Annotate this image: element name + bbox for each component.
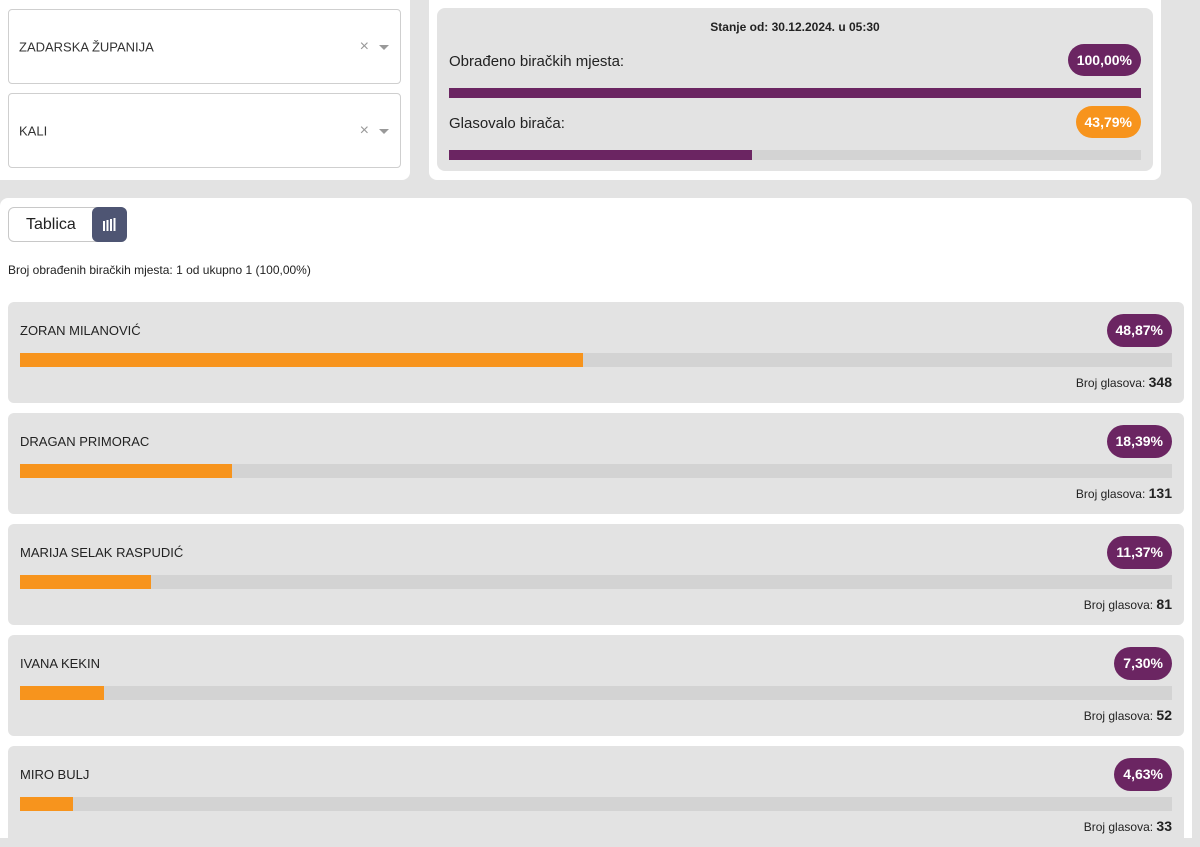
votes-count: 52 bbox=[1156, 707, 1172, 723]
candidate-percent-badge: 7,30% bbox=[1114, 647, 1172, 680]
votes-count: 81 bbox=[1156, 596, 1172, 612]
candidate-card: MIRO BULJ 4,63% Broj glasova: 33 bbox=[8, 746, 1184, 847]
view-toggle: Tablica bbox=[8, 207, 127, 242]
turnout-progress-fill bbox=[449, 150, 753, 160]
votes-count: 348 bbox=[1148, 374, 1172, 390]
municipality-select[interactable]: KALI × bbox=[8, 93, 401, 168]
candidate-percent-badge: 11,37% bbox=[1107, 536, 1172, 569]
table-view-button[interactable]: Tablica bbox=[26, 215, 76, 233]
candidate-votes: Broj glasova: 52 bbox=[1084, 707, 1172, 723]
candidate-progress-fill bbox=[20, 464, 232, 478]
chart-view-button[interactable] bbox=[92, 207, 127, 242]
votes-label: Broj glasova: bbox=[1083, 709, 1154, 723]
candidate-card: DRAGAN PRIMORAC 18,39% Broj glasova: 131 bbox=[8, 413, 1184, 514]
candidate-percent-badge: 48,87% bbox=[1106, 314, 1172, 347]
candidate-card: MARIJA SELAK RASPUDIĆ 11,37% Broj glasov… bbox=[8, 524, 1184, 625]
processed-progress-fill bbox=[449, 88, 1141, 98]
county-select[interactable]: ZADARSKA ŽUPANIJA × bbox=[8, 9, 401, 84]
county-select-value: ZADARSKA ŽUPANIJA bbox=[19, 39, 154, 54]
candidate-progress-fill bbox=[20, 575, 151, 589]
votes-label: Broj glasova: bbox=[1075, 487, 1146, 501]
votes-label: Broj glasova: bbox=[1083, 598, 1154, 612]
candidate-progress-fill bbox=[20, 797, 74, 811]
votes-label: Broj glasova: bbox=[1075, 376, 1146, 390]
processed-info: Broj obrađenih biračkih mjesta: 1 od uku… bbox=[8, 263, 311, 277]
candidate-progress-bar bbox=[20, 797, 1172, 811]
votes-count: 33 bbox=[1156, 818, 1172, 834]
turnout-label: Glasovalo birača: bbox=[449, 115, 565, 132]
county-chevron-down-icon[interactable] bbox=[379, 44, 389, 50]
candidate-progress-bar bbox=[20, 353, 1172, 367]
votes-label: Broj glasova: bbox=[1083, 820, 1154, 834]
candidate-votes: Broj glasova: 81 bbox=[1084, 596, 1172, 612]
candidate-name: ZORAN MILANOVIĆ bbox=[20, 323, 141, 338]
candidate-percent-badge: 18,39% bbox=[1106, 425, 1172, 458]
candidate-name: DRAGAN PRIMORAC bbox=[20, 434, 150, 449]
candidate-progress-bar bbox=[20, 464, 1172, 478]
candidate-name: IVANA KEKIN bbox=[20, 656, 100, 671]
results-panel: Tablica Broj obrađenih biračkih mjesta: … bbox=[0, 198, 1192, 847]
filter-panel: ZADARSKA ŽUPANIJA × KALI × bbox=[0, 0, 410, 180]
candidate-percent-badge: 4,63% bbox=[1114, 758, 1172, 791]
candidate-votes: Broj glasova: 33 bbox=[1084, 818, 1172, 834]
bar-chart-icon bbox=[103, 218, 116, 231]
candidate-votes: Broj glasova: 348 bbox=[1076, 374, 1172, 390]
candidate-progress-bar bbox=[20, 686, 1172, 700]
candidate-progress-fill bbox=[20, 353, 583, 367]
turnout-badge: 43,79% bbox=[1075, 106, 1141, 138]
candidate-card: ZORAN MILANOVIĆ 48,87% Broj glasova: 348 bbox=[8, 302, 1184, 403]
candidate-card: IVANA KEKIN 7,30% Broj glasova: 52 bbox=[8, 635, 1184, 736]
stats-date: Stanje od: 30.12.2024. u 05:30 bbox=[710, 20, 880, 34]
clear-municipality-icon[interactable]: × bbox=[359, 121, 369, 139]
candidate-name: MARIJA SELAK RASPUDIĆ bbox=[20, 545, 184, 560]
municipality-select-value: KALI bbox=[19, 123, 48, 138]
processed-progress-bar bbox=[449, 88, 1141, 98]
clear-county-icon[interactable]: × bbox=[359, 37, 369, 55]
processed-label: Obrađeno biračkih mjesta: bbox=[449, 53, 625, 70]
candidate-progress-bar bbox=[20, 575, 1172, 589]
candidate-progress-fill bbox=[20, 686, 105, 700]
stats-panel: Stanje od: 30.12.2024. u 05:30 Obrađeno … bbox=[429, 0, 1161, 180]
municipality-chevron-down-icon[interactable] bbox=[379, 128, 389, 134]
candidate-votes: Broj glasova: 131 bbox=[1076, 485, 1172, 501]
turnout-progress-bar bbox=[449, 150, 1141, 160]
votes-count: 131 bbox=[1148, 485, 1172, 501]
candidate-name: MIRO BULJ bbox=[20, 767, 90, 782]
stats-card: Stanje od: 30.12.2024. u 05:30 Obrađeno … bbox=[437, 8, 1153, 171]
processed-badge: 100,00% bbox=[1067, 44, 1141, 76]
